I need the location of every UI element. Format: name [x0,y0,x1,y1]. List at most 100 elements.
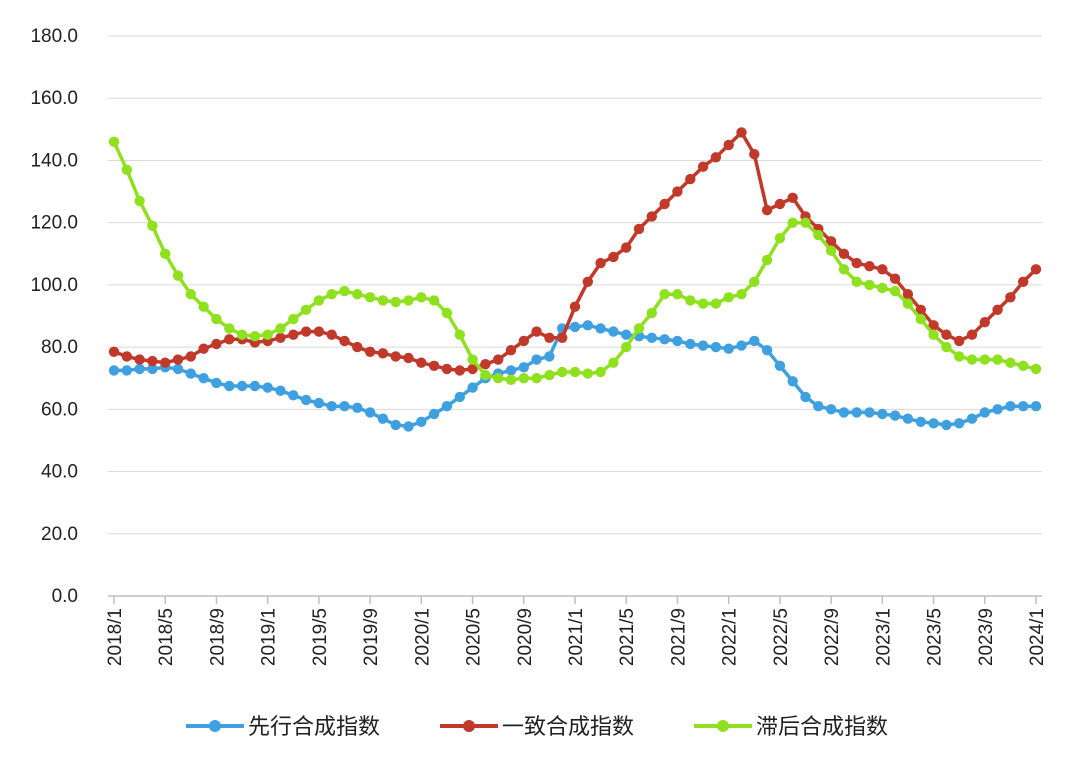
data-point [787,192,798,203]
data-point [1005,292,1016,303]
legend-label: 一致合成指数 [502,715,634,740]
x-tick-label: 2019/5 [310,608,331,666]
data-point [377,348,389,359]
y-tick-label: 100.0 [30,275,78,296]
data-point [1005,357,1016,368]
data-point [621,329,632,340]
data-point [954,418,965,429]
data-point [1018,276,1029,287]
legend: 先行合成指数 一致合成指数 滞后合成指数 [186,715,888,740]
data-point [941,341,952,353]
data-point [851,257,862,269]
data-point [364,407,376,418]
data-point [441,307,453,319]
data-point [928,418,939,429]
data-point [236,329,248,340]
data-point [531,373,542,384]
data-point [646,211,657,222]
data-point [672,186,683,197]
data-point [403,295,414,306]
data-point [864,279,875,291]
x-tick-label: 2020/9 [515,608,536,666]
y-tick-label: 0.0 [52,586,78,607]
data-point [172,270,184,281]
data-point [723,343,734,354]
data-point [582,320,593,331]
data-point [416,357,427,368]
data-point [198,343,209,354]
data-point [121,365,132,376]
data-point [377,413,389,424]
data-point [288,390,299,401]
data-point [428,295,440,306]
data-point [416,292,427,303]
data-point [595,257,606,269]
data-point [121,164,132,175]
data-point [454,391,465,403]
data-point [275,323,286,334]
data-point [403,352,414,364]
x-tick-label: 2018/5 [156,608,177,666]
data-point [569,301,581,312]
data-point [198,373,209,384]
data-point [889,410,901,421]
data-point [646,307,657,319]
data-point [864,261,875,272]
data-point [198,301,209,312]
data-point [633,223,645,235]
data-point [493,354,504,365]
data-point [467,363,478,375]
data-point [300,326,312,337]
data-point [595,323,606,334]
x-tick-label: 2022/1 [720,608,741,666]
data-point [428,408,440,420]
data-point [608,357,619,368]
data-point [339,335,350,347]
data-point [224,323,235,334]
data-point [966,354,978,365]
data-point [608,326,619,337]
data-point [262,382,273,393]
data-point [249,380,261,392]
data-point [108,136,120,147]
data-point [877,282,888,294]
y-tick-label: 60.0 [41,399,78,420]
data-point [134,354,145,365]
data-point [185,289,196,300]
data-point [518,362,529,373]
data-point [1030,401,1042,412]
data-point [134,363,145,375]
legend-marker [209,720,221,732]
data-point [992,304,1003,315]
data-point [313,326,325,337]
data-point [915,313,926,325]
legend-item: 一致合成指数 [440,715,634,740]
data-point [185,351,196,362]
legend-item: 滞后合成指数 [694,715,888,740]
data-point [531,354,542,365]
data-point [224,380,235,392]
gridlines [108,35,1042,535]
data-point [557,366,568,378]
data-point [211,377,222,389]
data-point [326,289,337,300]
y-tick-label: 20.0 [41,524,78,545]
data-point [160,357,171,368]
data-point [108,346,120,357]
data-point [339,401,350,412]
data-point [403,421,414,432]
data-point [825,404,837,415]
data-point [941,329,952,340]
data-point [774,360,786,371]
x-tick-label: 2019/1 [259,608,280,666]
data-point [275,332,286,343]
y-tick-label: 80.0 [41,337,78,358]
data-point [313,295,325,306]
x-tick-label: 2021/9 [668,608,689,666]
data-point [377,295,389,306]
data-point [813,229,824,241]
data-point [236,380,248,392]
data-point [787,376,798,387]
data-point [710,341,722,353]
